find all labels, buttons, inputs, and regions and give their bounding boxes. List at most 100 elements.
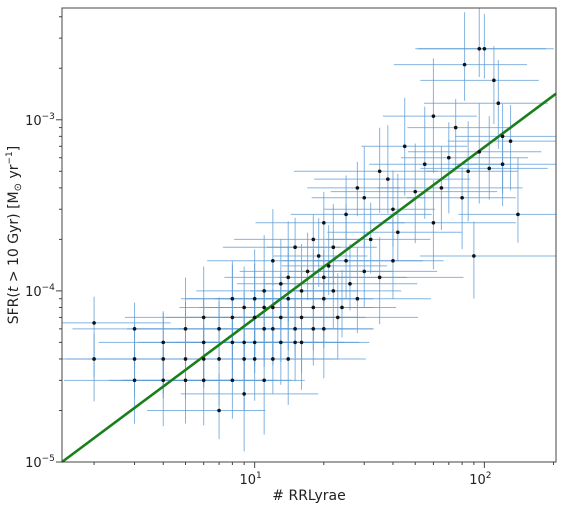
data-point bbox=[271, 327, 275, 331]
data-point bbox=[286, 275, 291, 280]
data-point bbox=[242, 305, 246, 310]
data-point bbox=[161, 378, 166, 383]
data-point bbox=[293, 327, 297, 331]
data-point bbox=[262, 289, 266, 293]
data-point bbox=[242, 340, 246, 345]
data-point bbox=[132, 357, 137, 361]
data-point bbox=[279, 315, 283, 320]
data-point bbox=[322, 296, 326, 301]
data-point bbox=[355, 186, 360, 190]
data-point bbox=[252, 340, 257, 345]
data-point bbox=[500, 134, 505, 139]
data-point bbox=[311, 305, 316, 310]
data-point bbox=[431, 114, 436, 118]
data-point bbox=[322, 327, 326, 331]
data-point bbox=[201, 378, 206, 383]
data-point bbox=[183, 378, 188, 383]
data-point bbox=[271, 258, 275, 263]
data-point bbox=[183, 327, 188, 331]
data-point bbox=[230, 340, 235, 345]
data-point bbox=[362, 195, 367, 200]
data-point bbox=[477, 46, 482, 51]
data-point bbox=[391, 207, 395, 212]
data-point bbox=[377, 169, 382, 174]
data-point bbox=[286, 296, 291, 301]
data-point bbox=[496, 101, 501, 105]
data-point bbox=[271, 305, 275, 310]
data-point bbox=[252, 296, 257, 301]
x-axis-label: # RRLyrae bbox=[272, 488, 345, 504]
y-axis-label: SFR(t > 10 Gyr) [M⊙ yr−1] bbox=[5, 146, 24, 325]
data-point bbox=[279, 340, 283, 345]
data-point bbox=[492, 78, 496, 83]
data-point bbox=[322, 275, 326, 280]
x-tick-label: 101 bbox=[240, 471, 262, 488]
data-point bbox=[230, 296, 235, 301]
data-point bbox=[413, 189, 418, 194]
data-point bbox=[293, 340, 297, 345]
data-point bbox=[331, 245, 336, 250]
data-point bbox=[340, 305, 344, 310]
data-point bbox=[368, 237, 373, 242]
point-layer bbox=[92, 46, 520, 413]
data-point bbox=[422, 162, 427, 167]
data-point bbox=[326, 264, 331, 268]
data-point bbox=[252, 357, 257, 361]
data-point bbox=[477, 149, 482, 154]
data-point bbox=[201, 357, 206, 361]
data-point bbox=[402, 144, 407, 149]
data-point bbox=[262, 327, 266, 331]
data-point bbox=[201, 315, 206, 320]
y-axis-ticks: 10−5 10−4 10−3 bbox=[25, 16, 62, 471]
data-point bbox=[322, 220, 326, 225]
data-point bbox=[355, 296, 360, 301]
y-tick-label: 10−3 bbox=[25, 112, 55, 129]
data-point bbox=[92, 321, 96, 325]
data-point bbox=[242, 392, 246, 396]
data-point bbox=[431, 220, 436, 225]
data-point bbox=[335, 315, 340, 320]
data-point bbox=[348, 282, 352, 286]
data-point bbox=[500, 162, 505, 167]
data-point bbox=[299, 315, 304, 320]
y-tick-label: 10−4 bbox=[25, 283, 55, 300]
data-point bbox=[279, 282, 283, 286]
data-point bbox=[217, 357, 221, 361]
data-point bbox=[487, 166, 492, 171]
data-point bbox=[217, 408, 221, 413]
data-point bbox=[161, 357, 166, 361]
data-point bbox=[508, 139, 513, 143]
data-point bbox=[286, 357, 291, 361]
data-point bbox=[242, 357, 246, 361]
data-point bbox=[316, 254, 321, 258]
data-point bbox=[183, 357, 188, 361]
x-tick-label: 102 bbox=[469, 471, 491, 488]
data-point bbox=[482, 46, 487, 51]
data-point bbox=[311, 237, 316, 242]
data-point bbox=[439, 186, 444, 190]
data-point bbox=[396, 230, 400, 235]
fit-line bbox=[61, 92, 557, 464]
data-point bbox=[391, 258, 395, 263]
fit-line-layer bbox=[61, 92, 557, 464]
data-point bbox=[299, 289, 304, 293]
data-point bbox=[132, 378, 137, 383]
data-point bbox=[271, 357, 275, 361]
y-tick-label: 10−5 bbox=[25, 454, 55, 471]
data-point bbox=[377, 275, 382, 280]
data-point bbox=[230, 315, 235, 320]
data-point bbox=[446, 155, 451, 160]
data-point bbox=[217, 327, 221, 331]
errorbar-layer bbox=[62, 8, 556, 452]
data-point bbox=[460, 195, 464, 200]
data-point bbox=[516, 212, 520, 217]
plot-frame bbox=[61, 7, 557, 463]
data-point bbox=[201, 340, 206, 345]
data-point bbox=[453, 125, 458, 130]
data-point bbox=[331, 289, 336, 293]
data-point bbox=[311, 327, 316, 331]
data-point bbox=[305, 269, 310, 274]
data-point bbox=[161, 340, 166, 345]
data-point bbox=[344, 258, 348, 263]
data-point bbox=[252, 315, 257, 320]
